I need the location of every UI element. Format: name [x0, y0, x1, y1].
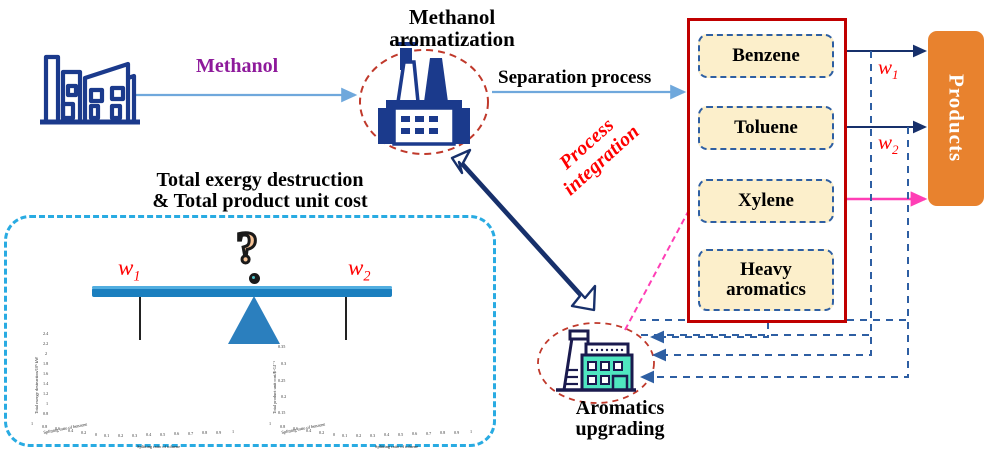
balance-fulcrum	[228, 296, 280, 344]
separation-products-group: Benzene Toluene Xylene Heavy aromatics	[687, 18, 847, 323]
plot-right-ztick-0_15: 0.15	[278, 410, 286, 415]
plot-right-xtick-0_2: 0.2	[356, 433, 362, 438]
methanol-label: Methanol	[196, 55, 279, 77]
balance-pivot	[247, 271, 262, 286]
plot-left-xtick-1: 1	[232, 429, 235, 434]
plot-right-ytick-0_6: 0.6	[293, 426, 299, 431]
w1-subscript-right: 1	[892, 67, 899, 83]
weight-label-w2-products: w2	[878, 130, 899, 158]
plot-right-ytick-1: 1	[269, 421, 272, 426]
w2-symbol: w	[348, 255, 364, 280]
plot-right-xtick-0_8: 0.8	[440, 430, 446, 435]
panel-title: Total exergy destruction & Total product…	[152, 169, 368, 212]
plot-left-xtick-0_3: 0.3	[132, 433, 138, 438]
plot-left-ytick-0_2: 0.2	[81, 430, 87, 435]
plot-left-ztick-1: 1	[46, 401, 49, 406]
methanol-aromatization-ellipse	[359, 49, 489, 155]
question-mark-icon: ?	[235, 222, 260, 274]
plot-right-xtick-0_1: 0.1	[342, 433, 348, 438]
balance-hanger-right	[345, 292, 347, 340]
w1-symbol: w	[118, 255, 134, 280]
plot-left-ytick-0_8: 0.8	[42, 424, 48, 429]
separation-process-label: Separation process	[498, 67, 652, 88]
xylene-recycle-arrow	[624, 193, 698, 331]
aromatization-plant-icon	[378, 42, 470, 146]
chemical-box-xylene[interactable]: Xylene	[698, 179, 834, 223]
plot-left-xtick-0_6: 0.6	[174, 431, 180, 436]
balance-beam	[92, 288, 392, 297]
w2-subscript: 2	[363, 268, 371, 285]
plot-right-xtick-0_3: 0.3	[370, 433, 376, 438]
plot-left-xtick-0_1: 0.1	[104, 433, 110, 438]
heavy-aromatics-recycle-path	[650, 322, 769, 344]
plot-right-xtick-0_7: 0.7	[426, 431, 432, 436]
plot-right-xlabel: Splitting ratio of toluene	[375, 444, 419, 449]
plot-right-ztick-0_3: 0.3	[281, 361, 287, 366]
chemical-box-heavy-aromatics[interactable]: Heavy aromatics	[698, 249, 834, 311]
weight-label-w1-products: w1	[878, 55, 899, 83]
plot-left-xtick-0_9: 0.9	[216, 430, 222, 435]
plot-left-ytick-0_6: 0.6	[55, 426, 61, 431]
plot-left-ztick-2_4: 2.4	[43, 331, 49, 336]
plot-left-ztick-2_2: 2.2	[43, 341, 49, 346]
plot-left-zlabel: Total exergy destruction/10⁵ kW	[34, 356, 39, 414]
plot-left-ztick-1_6: 1.6	[43, 371, 49, 376]
plot-right-zlabel: Total product unit cost/$·GJ⁻¹	[272, 361, 277, 414]
methanol-aromatization-label: Methanol aromatization	[389, 5, 515, 52]
plot-right-ytick-0_2: 0.2	[319, 430, 325, 435]
products-label: Products	[944, 74, 969, 163]
plot-right-ztick-0_2: 0.2	[281, 394, 287, 399]
process-integration-double-arrow	[450, 148, 597, 312]
w2-symbol-right: w	[878, 130, 893, 154]
products-box[interactable]: Products	[928, 31, 984, 206]
w1-subscript: 1	[133, 268, 141, 285]
plot-left-ytick-0: 0	[95, 432, 98, 437]
plot-left-xtick-0_4: 0.4	[146, 432, 152, 437]
plot-right-ytick-0_4: 0.4	[306, 428, 312, 433]
plot-left-xtick-0_5: 0.5	[160, 432, 166, 437]
weight-label-w1: w1	[118, 255, 140, 286]
plot-left-ztick-1_4: 1.4	[43, 381, 49, 386]
chemical-box-toluene[interactable]: Toluene	[698, 106, 834, 150]
plot-left-ytick-1: 1	[31, 421, 34, 426]
plot-right-xtick-0_5: 0.5	[398, 432, 404, 437]
w2-recycle-path	[640, 127, 909, 384]
plot-left-xtick-0_7: 0.7	[188, 431, 194, 436]
plot-right-ytick-0: 0	[333, 432, 336, 437]
plot-left-ztick-2: 2	[45, 351, 48, 356]
aromatics-upgrading-ellipse	[537, 322, 655, 404]
plot-right-xtick-0_6: 0.6	[412, 431, 418, 436]
balance-hanger-left	[139, 292, 141, 340]
plot-right-xtick-0_4: 0.4	[384, 432, 390, 437]
balance-beam-highlight	[92, 286, 392, 289]
plot-left-ytick-0_4: 0.4	[68, 428, 74, 433]
w1-symbol-right: w	[878, 55, 893, 79]
w1-recycle-path	[652, 51, 872, 362]
aromatics-upgrading-label: Aromatics upgrading	[575, 397, 665, 440]
upgrading-plant-icon	[556, 329, 636, 392]
w2-subscript-right: 2	[892, 142, 899, 158]
chemical-box-benzene[interactable]: Benzene	[698, 34, 834, 78]
plot-left-xtick-0_2: 0.2	[118, 433, 124, 438]
plot-left-ztick-1_8: 1.8	[43, 361, 49, 366]
plot-left-xtick-0_8: 0.8	[202, 430, 208, 435]
plot-left-xlabel: Splitting ratio of toluene	[137, 444, 181, 449]
methanol-plant-icon	[40, 54, 140, 125]
plot-left-ztick-1_2: 1.2	[43, 391, 49, 396]
plot-right-xtick-0_9: 0.9	[454, 430, 460, 435]
weight-label-w2: w2	[348, 255, 370, 286]
plot-right-xtick-1: 1	[470, 429, 473, 434]
plot-right-ztick-0_25: 0.25	[278, 378, 286, 383]
plot-right-ztick-0_35: 0.35	[278, 344, 286, 349]
plot-left-ztick-0_8: 0.8	[43, 411, 49, 416]
plot-right-ytick-0_8: 0.8	[280, 424, 286, 429]
